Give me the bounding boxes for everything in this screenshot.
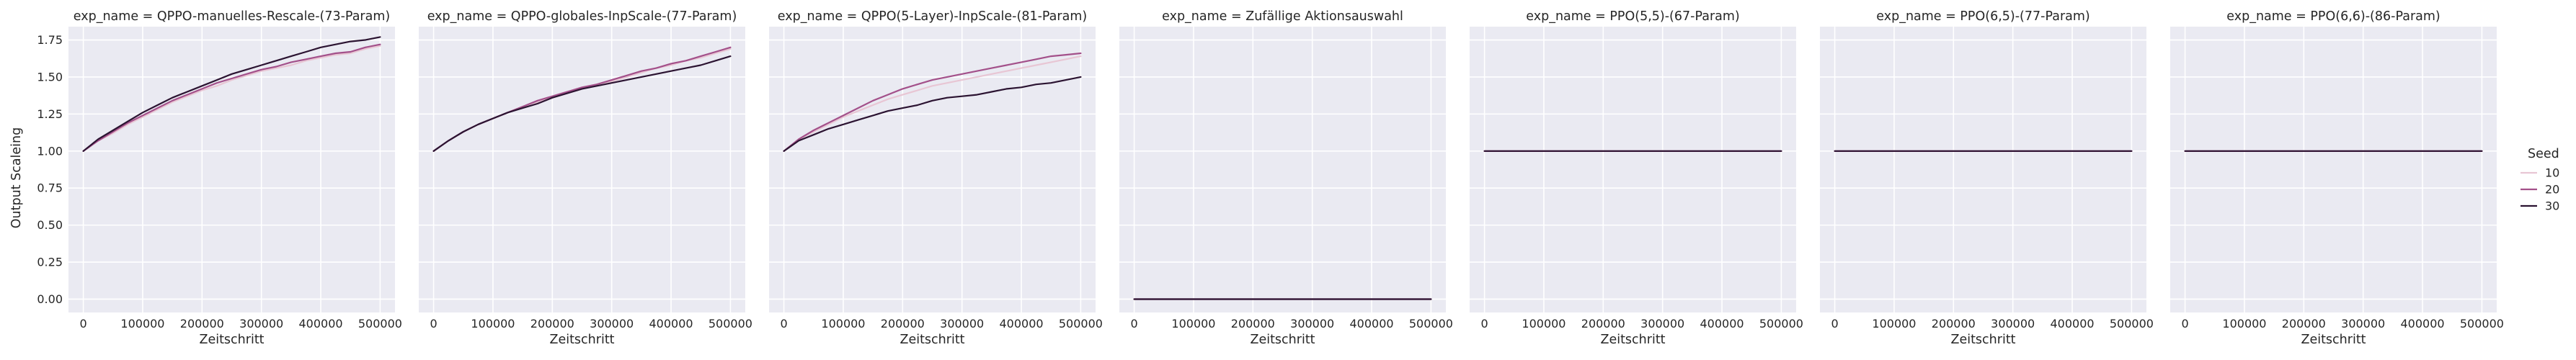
x-tick-label: 500000 bbox=[709, 317, 752, 330]
x-tick-label: 300000 bbox=[2341, 317, 2385, 330]
x-tick-label: 0 bbox=[1130, 317, 1137, 330]
series-line-seed-10 bbox=[783, 55, 1082, 152]
x-axis-label: Zeitschritt bbox=[1950, 333, 2015, 347]
x-axis-label: Zeitschritt bbox=[900, 333, 964, 347]
y-tick-label: 1.25 bbox=[37, 107, 63, 121]
x-tick-label: 100000 bbox=[471, 317, 515, 330]
x-tick-label: 200000 bbox=[1581, 317, 1625, 330]
x-tick-label: 500000 bbox=[2460, 317, 2504, 330]
facet-background bbox=[419, 27, 745, 312]
facet-title: exp_name = QPPO(5-Layer)-InpScale-(81-Pa… bbox=[778, 9, 1087, 24]
x-tick-label: 500000 bbox=[1059, 317, 1103, 330]
x-tick-label: 400000 bbox=[2051, 317, 2095, 330]
facet-background bbox=[2170, 27, 2497, 312]
x-tick-label: 400000 bbox=[1350, 317, 1394, 330]
x-tick-label: 0 bbox=[1480, 317, 1488, 330]
y-tick-label: 0.75 bbox=[37, 181, 63, 195]
x-tick-label: 200000 bbox=[1231, 317, 1275, 330]
x-tick-label: 0 bbox=[1831, 317, 1838, 330]
x-tick-label: 500000 bbox=[1759, 317, 1803, 330]
x-tick-label: 100000 bbox=[1872, 317, 1916, 330]
facet-background bbox=[1820, 27, 2146, 312]
facet-panel: 0 100000 200000 300000 400000 500000 exp_name … bbox=[1470, 9, 1803, 347]
x-tick-label: 0 bbox=[2181, 317, 2188, 330]
facet-title: exp_name = PPO(6,5)-(77-Param) bbox=[1876, 9, 2089, 24]
facet-title: exp_name = QPPO-manuelles-Rescale-(73-Pa… bbox=[74, 9, 390, 24]
x-axis-label: Zeitschritt bbox=[549, 333, 614, 347]
x-tick-label: 300000 bbox=[940, 317, 984, 330]
x-tick-label: 200000 bbox=[2282, 317, 2326, 330]
facet-title: exp_name = Zufällige Aktionsauswahl bbox=[1162, 9, 1403, 24]
facet-panel: 0 100000 200000 300000 400000 500000 exp_name … bbox=[769, 9, 1103, 347]
legend-label-seed-20: 20 bbox=[2545, 183, 2559, 197]
facet-title: exp_name = QPPO-globales-InpScale-(77-Pa… bbox=[427, 9, 737, 24]
facet-title: exp_name = PPO(6,6)-(86-Param) bbox=[2226, 9, 2440, 24]
x-tick-label: 300000 bbox=[1640, 317, 1684, 330]
x-tick-label: 0 bbox=[430, 317, 437, 330]
x-tick-label: 400000 bbox=[2401, 317, 2445, 330]
series-line-seed-30 bbox=[82, 36, 381, 152]
x-tick-label: 200000 bbox=[530, 317, 574, 330]
y-axis-label: Output Scaleing bbox=[9, 127, 24, 229]
series-line-seed-30 bbox=[783, 76, 1082, 152]
x-tick-label: 100000 bbox=[1171, 317, 1215, 330]
facet-background bbox=[1119, 27, 1446, 312]
x-tick-label: 500000 bbox=[2110, 317, 2154, 330]
facets-layer: 0.00 0.25 0.50 0.75 1.00 1.25 1.50 1.75 0 100000 2… bbox=[37, 9, 2504, 347]
y-tick-label: 1.75 bbox=[37, 33, 63, 47]
x-tick-label: 300000 bbox=[1991, 317, 2035, 330]
x-tick-label: 400000 bbox=[1700, 317, 1744, 330]
x-tick-label: 100000 bbox=[821, 317, 865, 330]
legend-label-seed-10: 10 bbox=[2545, 166, 2559, 180]
y-tick-label: 1.00 bbox=[37, 144, 63, 158]
x-tick-label: 300000 bbox=[1290, 317, 1334, 330]
y-tick-label: 0.50 bbox=[37, 218, 63, 232]
x-tick-label: 400000 bbox=[649, 317, 693, 330]
x-axis-label: Zeitschritt bbox=[1600, 333, 1665, 347]
series-line-seed-20 bbox=[82, 43, 381, 152]
legend-title: Seed bbox=[2528, 147, 2559, 161]
legend-label-seed-30: 30 bbox=[2545, 199, 2559, 213]
x-tick-label: 300000 bbox=[590, 317, 634, 330]
x-tick-label: 500000 bbox=[1409, 317, 1453, 330]
x-tick-label: 100000 bbox=[2222, 317, 2266, 330]
x-tick-label: 200000 bbox=[180, 317, 224, 330]
x-tick-label: 400000 bbox=[299, 317, 343, 330]
y-tick-label: 0.25 bbox=[37, 256, 63, 269]
x-axis-label: Zeitschritt bbox=[2301, 333, 2366, 347]
x-tick-label: 200000 bbox=[1932, 317, 1976, 330]
x-tick-label: 200000 bbox=[881, 317, 925, 330]
x-tick-label: 0 bbox=[780, 317, 787, 330]
legend: Seed 10 20 30 bbox=[2521, 147, 2559, 213]
facet-background bbox=[68, 27, 395, 312]
x-tick-label: 100000 bbox=[1522, 317, 1565, 330]
x-tick-label: 0 bbox=[79, 317, 86, 330]
facet-panel: 0 100000 200000 300000 400000 500000 exp_name … bbox=[2170, 9, 2504, 347]
y-tick-label: 0.00 bbox=[37, 292, 63, 306]
series-line-seed-30 bbox=[432, 55, 732, 152]
facet-panel: 0 100000 200000 300000 400000 500000 exp_name … bbox=[1119, 9, 1453, 347]
series-line-seed-10 bbox=[82, 45, 381, 152]
x-axis-label: Zeitschritt bbox=[199, 333, 264, 347]
x-tick-label: 400000 bbox=[1000, 317, 1044, 330]
y-tick-label: 1.50 bbox=[37, 70, 63, 84]
x-axis-label: Zeitschritt bbox=[1250, 333, 1315, 347]
x-tick-label: 500000 bbox=[358, 317, 402, 330]
facet-panel: 0.00 0.25 0.50 0.75 1.00 1.25 1.50 1.75 0 100000 2… bbox=[37, 9, 402, 347]
facet-background bbox=[1470, 27, 1796, 312]
facet-panel: 0 100000 200000 300000 400000 500000 exp_name … bbox=[1820, 9, 2154, 347]
facet-title: exp_name = PPO(5,5)-(67-Param) bbox=[1526, 9, 1739, 24]
x-tick-label: 100000 bbox=[120, 317, 164, 330]
facet-panel: 0 100000 200000 300000 400000 500000 exp_name … bbox=[419, 9, 752, 347]
series-line-seed-20 bbox=[783, 52, 1082, 152]
x-tick-label: 300000 bbox=[239, 317, 283, 330]
facet-background bbox=[769, 27, 1096, 312]
